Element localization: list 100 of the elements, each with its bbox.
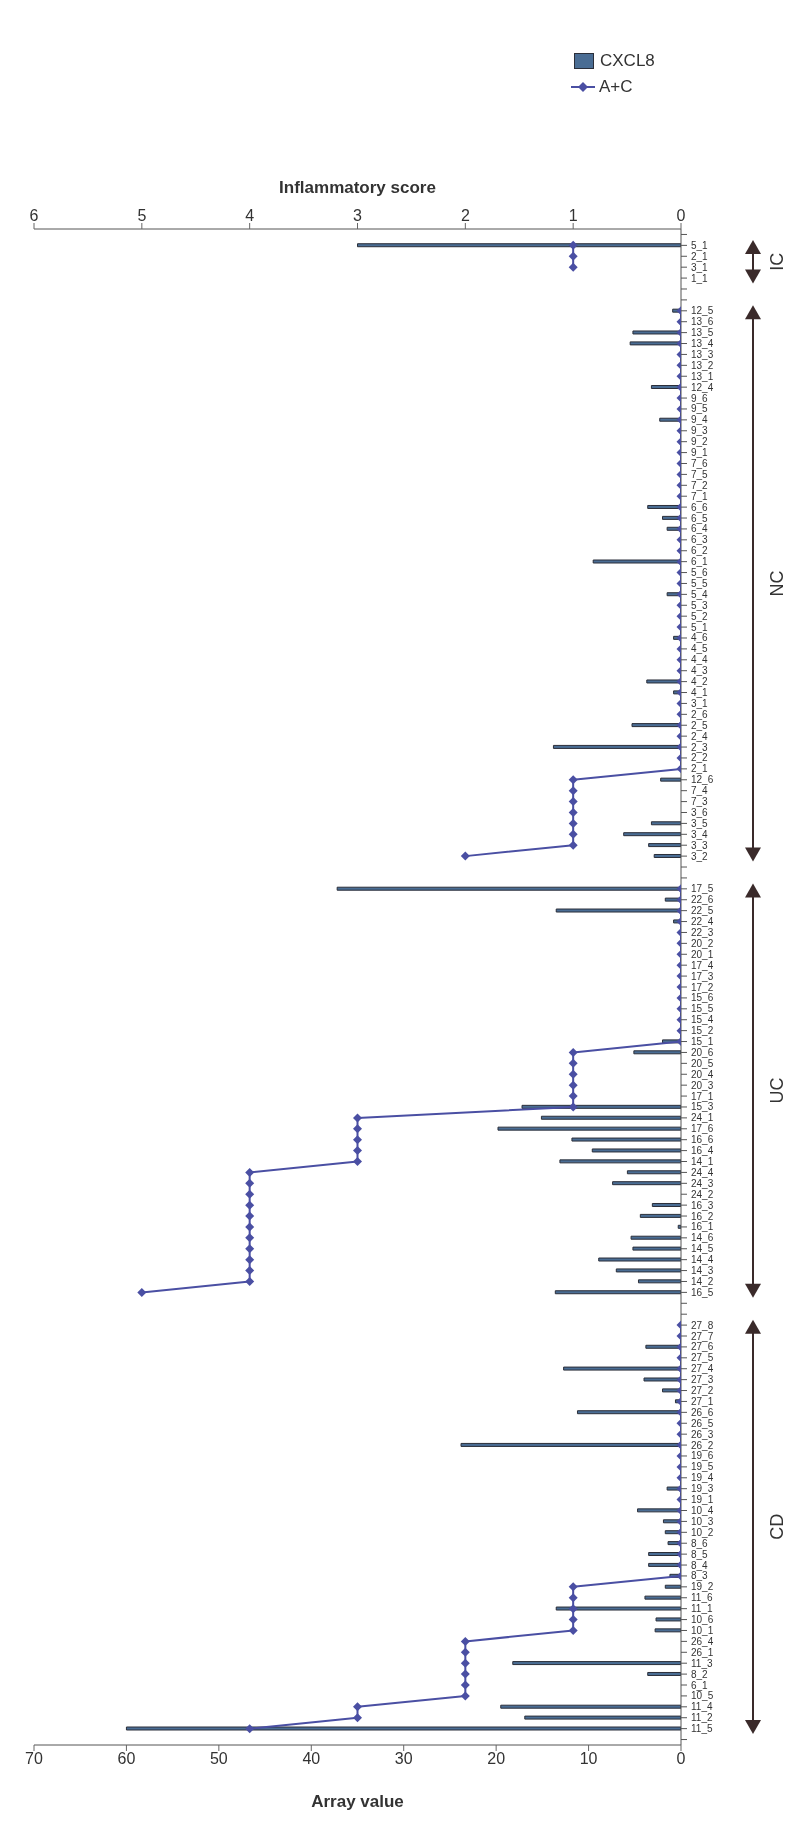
y-tick-label: 22_4 [691, 916, 714, 928]
y-tick-label: 3_6 [691, 807, 709, 818]
y-tick-label: 22_5 [691, 905, 714, 917]
x-tick-label: 60 [117, 1750, 136, 1768]
y-tick-label: 14_4 [691, 1254, 714, 1266]
y-tick-label: 16_5 [691, 1286, 714, 1298]
y-tick-label: 16_4 [691, 1145, 714, 1157]
y-tick-label: 20_6 [691, 1046, 714, 1058]
y-tick-label: 24_3 [691, 1177, 714, 1189]
y-tick-label: 4_2 [691, 676, 709, 688]
y-tick-label: 15_4 [691, 1014, 714, 1026]
y-tick-label: 13_6 [691, 316, 714, 328]
x2-axis-title: Inflammatory score [279, 178, 436, 198]
y-tick-label: 13_2 [691, 359, 714, 371]
y-tick-label: 5_6 [691, 567, 709, 579]
y-tick-label: 4_6 [691, 632, 709, 644]
y-tick-label: 20_1 [691, 948, 714, 960]
y-tick-label: 2_2 [691, 752, 709, 764]
y-tick-label: 15_3 [691, 1101, 714, 1113]
y-tick-label: 7_1 [691, 490, 709, 502]
y-tick-label: 2_5 [691, 719, 709, 731]
y-tick-label: 19_5 [691, 1461, 714, 1473]
y-tick-label: 12_6 [691, 774, 714, 786]
y-tick-label: 17_3 [691, 970, 714, 982]
y-tick-label: 11_4 [691, 1701, 713, 1713]
x2-tick-label: 1 [568, 207, 578, 224]
y-tick-label: 17_2 [691, 981, 714, 993]
y-tick-label: 26_4 [691, 1635, 714, 1647]
y-tick-label: 11_3 [691, 1657, 713, 1669]
y-tick-label: 8_4 [691, 1559, 709, 1571]
x-tick-label: 70 [25, 1750, 43, 1768]
y-tick-label: 6_1 [691, 556, 709, 568]
y-tick-label: 8_6 [691, 1537, 709, 1549]
y-tick-label: 14_5 [691, 1243, 714, 1255]
y-tick-label: 3_1 [691, 697, 709, 709]
y-tick-label: 27_5 [691, 1352, 714, 1364]
x2-tick-label: 5 [137, 207, 147, 224]
y-tick-label: 1_1 [691, 272, 709, 284]
y-tick-label: 2_4 [691, 730, 709, 742]
y-tick-label: 10_2 [691, 1526, 714, 1538]
y-tick-label: 6_5 [691, 512, 709, 524]
y-tick-label: 2_3 [691, 741, 709, 753]
y-tick-label: 27_4 [691, 1363, 714, 1375]
y-tick-label: 2_1 [691, 763, 709, 775]
y-tick-label: 7_3 [691, 796, 709, 808]
y-tick-label: 24_1 [691, 1112, 714, 1124]
y-tick-label: 24_4 [691, 1166, 714, 1178]
y-tick-label: 19_4 [691, 1472, 714, 1484]
y-tick-label: 19_2 [691, 1581, 714, 1593]
y-tick-label: 10_4 [691, 1505, 714, 1517]
y-tick-label: 4_1 [691, 687, 709, 699]
y-tick-label: 12_5 [691, 305, 714, 317]
y-tick-label: 14_6 [691, 1232, 714, 1244]
y-tick-label: 3_3 [691, 839, 709, 851]
y-tick-label: 10_3 [691, 1515, 714, 1527]
y-tick-label: 15_5 [691, 1003, 714, 1015]
y-tick-label: 19_1 [691, 1494, 714, 1506]
y-tick-label: 19_6 [691, 1450, 714, 1462]
x-tick-label: 50 [209, 1750, 228, 1768]
y-tick-label: 26_3 [691, 1428, 714, 1440]
y-tick-label: 26_5 [691, 1417, 714, 1429]
x-tick-label: 20 [487, 1750, 506, 1768]
y-tick-label: 6_1 [691, 1679, 709, 1691]
y-tick-label: 26_1 [691, 1646, 714, 1658]
y-tick-label: 16_3 [691, 1199, 714, 1211]
y-tick-label: 3_4 [691, 828, 709, 840]
x-tick-label: 40 [302, 1750, 321, 1768]
y-tick-label: 11_1 [691, 1603, 713, 1615]
y-tick-label: 19_3 [691, 1483, 714, 1495]
y-tick-label: 26_2 [691, 1439, 714, 1451]
text: UC [767, 1077, 787, 1104]
y-tick-label: 13_5 [691, 327, 714, 339]
text: NC [767, 570, 787, 597]
y-tick-label: 5_1 [691, 621, 709, 633]
y-tick-label: 11_5 [691, 1723, 713, 1735]
y-tick-label: 11_2 [691, 1712, 713, 1724]
y-tick-label: 16_2 [691, 1210, 714, 1222]
y-tick-label: 20_3 [691, 1079, 714, 1091]
y-tick-label: 4_5 [691, 643, 709, 655]
legend-label: CXCL8 [600, 51, 655, 71]
y-tick-label: 6_6 [691, 501, 709, 513]
y-tick-label: 6_2 [691, 545, 709, 557]
y-tick-label: 7_5 [691, 468, 709, 480]
y-tick-label: 27_3 [691, 1374, 714, 1386]
y-tick-label: 27_8 [691, 1319, 714, 1331]
x2-tick-label: 6 [29, 207, 39, 224]
x2-tick-label: 4 [245, 207, 255, 224]
y-tick-label: 2_1 [691, 250, 709, 262]
y-tick-label: 5_2 [691, 610, 709, 622]
y-tick-label: 27_2 [691, 1385, 714, 1397]
y-tick-label: 10_6 [691, 1614, 714, 1626]
y-tick-label: 2_6 [691, 708, 709, 720]
y-tick-label: 22_6 [691, 894, 714, 906]
y-tick-label: 15_1 [691, 1036, 714, 1048]
y-tick-label: 5_4 [691, 588, 709, 600]
y-tick-label: 4_3 [691, 665, 709, 677]
y-tick-label: 26_6 [691, 1406, 714, 1418]
y-tick-label: 20_5 [691, 1057, 714, 1069]
y-tick-label: 17_5 [691, 883, 714, 895]
y-tick-label: 15_2 [691, 1025, 714, 1037]
